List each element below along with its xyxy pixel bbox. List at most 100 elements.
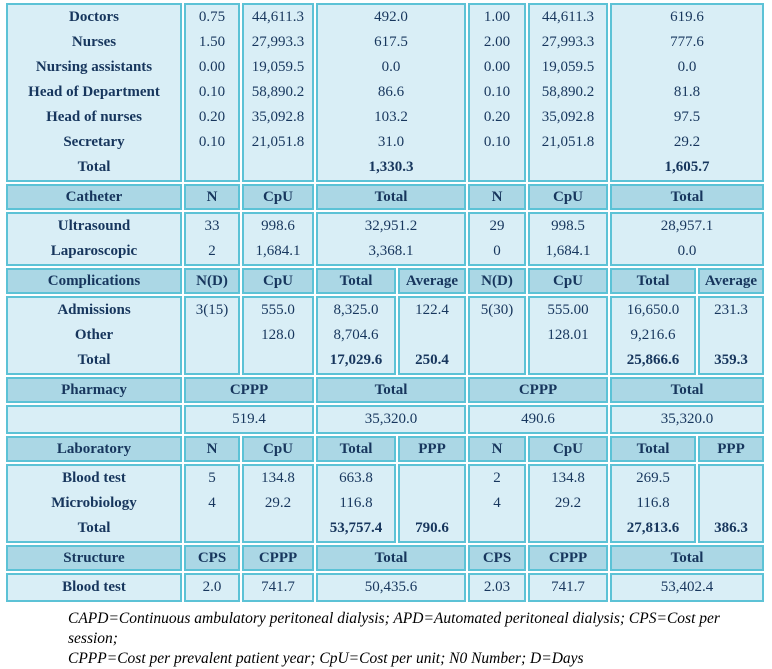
section-laboratory-header-col8: Total bbox=[610, 436, 696, 462]
column-header: CpU bbox=[262, 273, 293, 289]
cell-value: 619.6 bbox=[670, 9, 704, 25]
column-header: CPPP bbox=[258, 550, 298, 566]
section-complications-header-col7: CpU bbox=[528, 268, 608, 294]
section-pharmacy-header: Pharmacy CPPP Total CPPP Total bbox=[6, 377, 772, 403]
section-laboratory-header-col6: N bbox=[468, 436, 526, 462]
cell-value: 32,951.2 bbox=[364, 218, 418, 234]
section-structure-col4: 50,435.6 bbox=[316, 573, 466, 602]
section-laboratory-col5: 790.6 bbox=[398, 464, 466, 543]
cell-value: 0.10 bbox=[198, 134, 226, 150]
column-header: Total bbox=[374, 382, 408, 398]
cell-value: 1,684.1 bbox=[255, 243, 301, 259]
section-complications-header-col5: Average bbox=[398, 268, 466, 294]
column-header: Total bbox=[374, 550, 408, 566]
cell-value: 53,402.4 bbox=[660, 579, 714, 595]
section-staff-col2: 0.75 1.50 0.00 0.10 0.20 0.10 bbox=[184, 3, 240, 182]
cell-value: 17,029.6 bbox=[329, 352, 383, 368]
cell-value: Secretary bbox=[63, 134, 125, 150]
cell-value: 4 bbox=[208, 495, 216, 511]
section-catheter-col6: 29 0 bbox=[468, 212, 526, 266]
cell-value: 27,993.3 bbox=[541, 34, 595, 50]
cell-value: 269.5 bbox=[636, 470, 670, 486]
cell-value: 0.75 bbox=[198, 9, 226, 25]
cell-value bbox=[186, 516, 238, 541]
cell-value: 103.2 bbox=[374, 109, 408, 125]
cell-value: 1,330.3 bbox=[368, 159, 414, 175]
cell-value: 492.0 bbox=[374, 9, 408, 25]
cell-value: 359.3 bbox=[714, 352, 748, 368]
column-header: Total bbox=[636, 441, 670, 457]
cell-value: 998.5 bbox=[551, 218, 585, 234]
section-catheter-col7: 998.5 1,684.1 bbox=[528, 212, 608, 266]
cell-value: 33 bbox=[204, 218, 220, 234]
cell-value: 0.00 bbox=[483, 59, 511, 75]
cell-value: 35,320.0 bbox=[364, 411, 418, 427]
section-complications-col1: Admissions Other Total bbox=[6, 296, 182, 375]
cell-value: 8,325.0 bbox=[333, 302, 379, 318]
column-header: CPPP bbox=[548, 550, 588, 566]
column-header: Complications bbox=[47, 273, 141, 289]
cell-value: 116.8 bbox=[636, 495, 670, 511]
footnote-line-2: CPPP=Cost per prevalent patient year; Cp… bbox=[68, 650, 584, 667]
cell-value: 790.6 bbox=[415, 520, 449, 536]
cell-value: 97.5 bbox=[673, 109, 701, 125]
cell-value bbox=[186, 155, 238, 180]
section-complications-header-col9: Average bbox=[698, 268, 764, 294]
cell-value: 5 bbox=[208, 470, 216, 486]
cell-value: Blood test bbox=[62, 470, 126, 486]
table-footnote: CAPD=Continuous ambulatory peritoneal di… bbox=[68, 609, 772, 669]
section-pharmacy-col2: 519.4 bbox=[184, 405, 314, 434]
section-catheter-header-col2: N bbox=[184, 184, 240, 210]
cell-value bbox=[700, 491, 762, 516]
cell-value bbox=[700, 323, 762, 348]
cell-value bbox=[400, 491, 464, 516]
section-laboratory: Blood test Microbiology Total 5 4 134.8 29.2 66… bbox=[6, 464, 772, 543]
cell-value: 519.4 bbox=[232, 411, 266, 427]
column-header: CPPP bbox=[229, 382, 269, 398]
cell-value: 1.00 bbox=[483, 9, 511, 25]
cell-value: Doctors bbox=[69, 9, 119, 25]
cell-value: 8,704.6 bbox=[333, 327, 379, 343]
section-structure-header: Structure CPS CPPP Total CPS CPPP Total bbox=[6, 545, 772, 571]
section-structure-header-col8: Total bbox=[610, 545, 764, 571]
column-header: PPP bbox=[717, 441, 745, 457]
cell-value: 19,059.5 bbox=[251, 59, 305, 75]
cell-value: 35,092.8 bbox=[251, 109, 305, 125]
cell-value: 0.0 bbox=[677, 59, 697, 75]
section-complications-header-col2: N(D) bbox=[184, 268, 240, 294]
column-header: Structure bbox=[63, 550, 125, 566]
section-laboratory-header-col4: Total bbox=[316, 436, 396, 462]
section-pharmacy-header-col2: CPPP bbox=[184, 377, 314, 403]
cell-value bbox=[8, 407, 180, 432]
cell-value: 0.10 bbox=[198, 84, 226, 100]
section-structure-col8: 53,402.4 bbox=[610, 573, 764, 602]
cell-value: 741.7 bbox=[551, 579, 585, 595]
cell-value: 58,890.2 bbox=[541, 84, 595, 100]
column-header: Average bbox=[405, 273, 459, 289]
section-structure-col6: 2.03 bbox=[468, 573, 526, 602]
column-header: N bbox=[206, 189, 218, 205]
cell-value bbox=[244, 516, 312, 541]
column-header: CpU bbox=[552, 273, 583, 289]
cell-value: 29.2 bbox=[264, 495, 292, 511]
section-complications-col2: 3(15) bbox=[184, 296, 240, 375]
section-structure-header-col1: Structure bbox=[6, 545, 182, 571]
cell-value bbox=[530, 348, 606, 373]
cell-value: Blood test bbox=[62, 579, 126, 595]
column-header: Total bbox=[670, 550, 704, 566]
cell-value: 1,684.1 bbox=[545, 243, 591, 259]
cell-value bbox=[244, 348, 312, 373]
section-complications-col7: 555.00 128.01 bbox=[528, 296, 608, 375]
cell-value: 663.8 bbox=[339, 470, 373, 486]
cell-value: Laparoscopic bbox=[50, 243, 138, 259]
cell-value bbox=[470, 323, 524, 348]
cell-value: 31.0 bbox=[377, 134, 405, 150]
cell-value: 35,320.0 bbox=[660, 411, 714, 427]
column-header: CpU bbox=[262, 441, 293, 457]
section-structure-col7: 741.7 bbox=[528, 573, 608, 602]
cell-value: 53,757.4 bbox=[329, 520, 383, 536]
section-complications: Admissions Other Total 3(15) 555.0 128.0 8,325… bbox=[6, 296, 772, 375]
section-staff-col7: 44,611.3 27,993.3 19,059.5 58,890.2 35,092.8… bbox=[528, 3, 608, 182]
cell-value: 9,216.6 bbox=[630, 327, 676, 343]
section-staff-col3: 44,611.3 27,993.3 19,059.5 58,890.2 35,092.8… bbox=[242, 3, 314, 182]
